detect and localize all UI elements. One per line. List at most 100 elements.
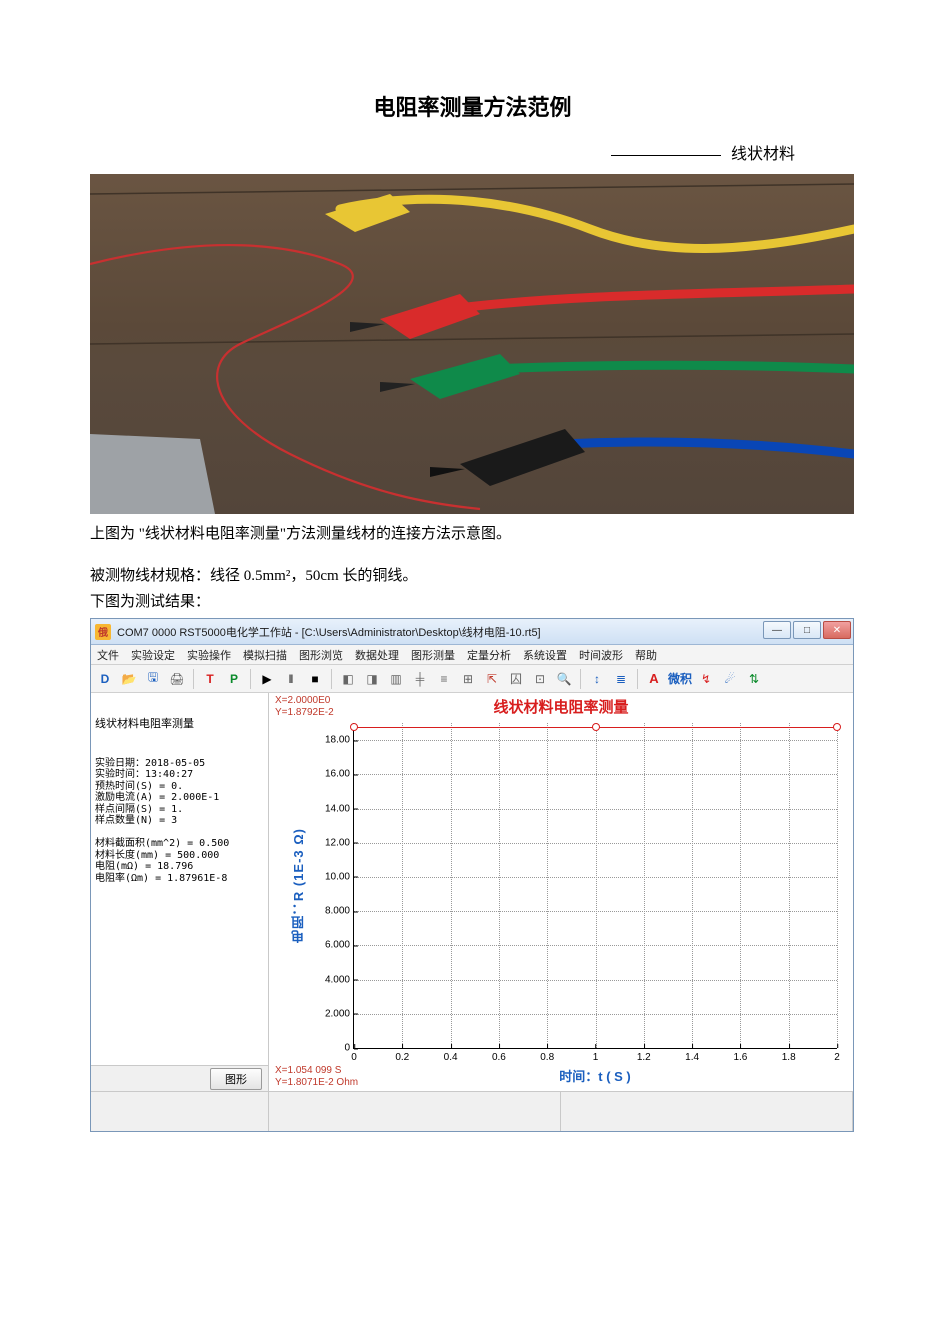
spec-line: 被测物线材规格：线径 0.5mm²，50cm 长的铜线。 — [90, 564, 855, 588]
gridline-h — [354, 911, 837, 912]
app-window: 俄 COM7 0000 RST5000电化学工作站 - [C:\Users\Ad… — [90, 618, 854, 1132]
toolbar-button[interactable]: ≡ — [434, 669, 454, 689]
toolbar-button[interactable]: ↯ — [696, 669, 716, 689]
menu-data-proc[interactable]: 数据处理 — [355, 647, 399, 663]
y-tick: 14.00 — [325, 803, 354, 814]
gridline-h — [354, 945, 837, 946]
x-tick: 1.8 — [782, 1048, 796, 1063]
info-lines: 实验日期：2018-05-05 实验时间：13:40:27 预热时间(S) = … — [95, 758, 264, 885]
menu-graph-measure[interactable]: 图形测量 — [411, 647, 455, 663]
y-axis-label: 电阻：R (1E-3 Ω) — [287, 723, 309, 1049]
menu-exp-op[interactable]: 实验操作 — [187, 647, 231, 663]
y-tick: 0 — [344, 1043, 354, 1054]
toolbar-button[interactable]: 🖫 — [143, 669, 163, 689]
menu-quant[interactable]: 定量分析 — [467, 647, 511, 663]
x-tick: 0.6 — [492, 1048, 506, 1063]
info-box: 线状材料电阻率测量 实验日期：2018-05-05 实验时间：13:40:27 … — [91, 693, 268, 1065]
minimize-button[interactable]: — — [763, 621, 791, 639]
toolbar-button[interactable]: ■ — [305, 669, 325, 689]
x-tick: 1.6 — [733, 1048, 747, 1063]
data-marker — [833, 723, 841, 731]
gridline-v — [547, 723, 548, 1048]
toolbar-button[interactable]: ◧ — [338, 669, 358, 689]
toolbar-button[interactable]: 🖨 — [167, 669, 187, 689]
toolbar-button[interactable]: ⊞ — [458, 669, 478, 689]
graph-button[interactable]: 图形 — [210, 1068, 262, 1090]
toolbar-button[interactable]: ‖ — [281, 669, 301, 689]
close-button[interactable]: ✕ — [823, 621, 851, 639]
doc-subtitle-row: 线状材料 — [90, 140, 855, 164]
toolbar-button[interactable]: A — [644, 669, 664, 689]
toolbar-button[interactable]: 微积 — [668, 669, 692, 689]
toolbar-separator — [637, 669, 638, 689]
gridline-h — [354, 1014, 837, 1015]
left-panel-buttons: 图形 — [91, 1065, 268, 1091]
menu-sim-scan[interactable]: 模拟扫描 — [243, 647, 287, 663]
x-tick: 0.4 — [444, 1048, 458, 1063]
gridline-h — [354, 809, 837, 810]
toolbar-button[interactable]: ⊡ — [530, 669, 550, 689]
toolbar-button[interactable]: ◨ — [362, 669, 382, 689]
y-tick: 12.00 — [325, 837, 354, 848]
toolbar-button[interactable]: ⇅ — [744, 669, 764, 689]
status-cell-3 — [561, 1092, 853, 1131]
toolbar-button[interactable]: D — [95, 669, 115, 689]
toolbar-button[interactable]: ▥ — [386, 669, 406, 689]
menu-system[interactable]: 系统设置 — [523, 647, 567, 663]
gridline-v — [789, 723, 790, 1048]
toolbar-button[interactable]: 📂 — [119, 669, 139, 689]
toolbar-button[interactable]: ▶ — [257, 669, 277, 689]
window-title: COM7 0000 RST5000电化学工作站 - [C:\Users\Admi… — [117, 624, 541, 640]
y-axis-label-text: 电阻：R (1E-3 Ω) — [289, 828, 308, 943]
toolbar-button[interactable]: T — [200, 669, 220, 689]
doc-subtitle: 线状材料 — [731, 146, 795, 163]
titlebar: 俄 COM7 0000 RST5000电化学工作站 - [C:\Users\Ad… — [91, 619, 853, 645]
gridline-v — [740, 723, 741, 1048]
y-tick: 10.00 — [325, 871, 354, 882]
cursor-coord-bottom: X=1.054 099 S Y=1.8071E-2 Ohm — [275, 1065, 358, 1089]
menu-exp-setup[interactable]: 实验设定 — [131, 647, 175, 663]
menu-file[interactable]: 文件 — [97, 647, 119, 663]
chart-title: 线状材料电阻率测量 — [269, 696, 853, 717]
toolbar-button[interactable]: ☄ — [720, 669, 740, 689]
toolbar-button[interactable]: ≣ — [611, 669, 631, 689]
gridline-v — [451, 723, 452, 1048]
y-tick: 2.000 — [325, 1008, 354, 1019]
wiring-photo — [90, 174, 854, 514]
menubar: 文件 实验设定 实验操作 模拟扫描 图形浏览 数据处理 图形测量 定量分析 系统… — [91, 645, 853, 665]
chart-area: X=2.0000E0 Y=1.8792E-2 线状材料电阻率测量 电阻：R (1… — [269, 693, 853, 1091]
app-icon: 俄 — [95, 624, 111, 640]
x-tick: 1.2 — [637, 1048, 651, 1063]
statusbar — [91, 1091, 853, 1131]
toolbar: D📂🖫🖨 TP ▶‖■ ◧◨▥╪≡⊞⇱囚⊡🔍 ↕≣ A微积↯☄⇅ — [91, 665, 853, 693]
toolbar-button[interactable]: ↕ — [587, 669, 607, 689]
x-tick: 0.2 — [395, 1048, 409, 1063]
coord-x-bot: X=1.054 099 S — [275, 1065, 358, 1077]
toolbar-button[interactable]: 🔍 — [554, 669, 574, 689]
data-marker — [350, 723, 358, 731]
gridline-h — [354, 877, 837, 878]
toolbar-button[interactable]: ╪ — [410, 669, 430, 689]
gridline-v — [644, 723, 645, 1048]
toolbar-button[interactable]: 囚 — [506, 669, 526, 689]
subtitle-rule — [611, 155, 721, 156]
toolbar-button[interactable]: P — [224, 669, 244, 689]
menu-graph-browse[interactable]: 图形浏览 — [299, 647, 343, 663]
gridline-h — [354, 740, 837, 741]
x-tick: 1 — [593, 1048, 599, 1063]
left-panel: 线状材料电阻率测量 实验日期：2018-05-05 实验时间：13:40:27 … — [91, 693, 269, 1091]
result-intro: 下图为测试结果： — [90, 590, 855, 614]
window-buttons: — □ ✕ — [763, 621, 851, 639]
status-cell-1 — [91, 1092, 269, 1131]
toolbar-separator — [193, 669, 194, 689]
workspace: 线状材料电阻率测量 实验日期：2018-05-05 实验时间：13:40:27 … — [91, 693, 853, 1091]
gridline-h — [354, 774, 837, 775]
menu-help[interactable]: 帮助 — [635, 647, 657, 663]
maximize-button[interactable]: □ — [793, 621, 821, 639]
toolbar-button[interactable]: ⇱ — [482, 669, 502, 689]
gridline-v — [596, 723, 597, 1048]
gridline-v — [499, 723, 500, 1048]
y-tick: 18.00 — [325, 735, 354, 746]
plot-area[interactable]: 00.20.40.60.811.21.41.61.8202.0004.0006.… — [353, 723, 837, 1049]
menu-timewave[interactable]: 时间波形 — [579, 647, 623, 663]
